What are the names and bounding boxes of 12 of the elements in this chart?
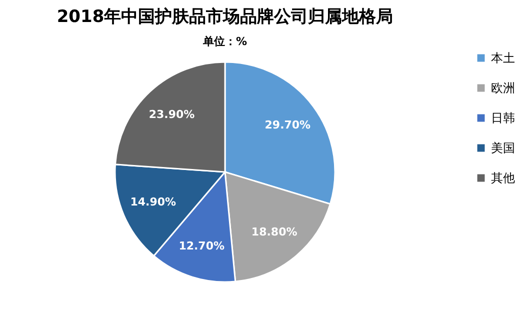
legend-label: 日韩 — [491, 111, 515, 125]
chart-subtitle: 单位：% — [202, 35, 248, 48]
data-label: 18.80% — [251, 225, 298, 238]
data-label: 12.70% — [178, 239, 225, 252]
chart-title: 2018年中国护肤品市场品牌公司归属地格局 — [56, 7, 394, 27]
data-label: 14.90% — [130, 195, 176, 208]
legend-label: 本土 — [491, 51, 515, 65]
data-label: 23.90% — [148, 108, 195, 121]
data-label: 29.70% — [264, 118, 311, 132]
legend-label: 其他 — [491, 171, 515, 185]
legend-label: 美国 — [491, 141, 515, 155]
legend-label: 欧洲 — [491, 81, 515, 95]
